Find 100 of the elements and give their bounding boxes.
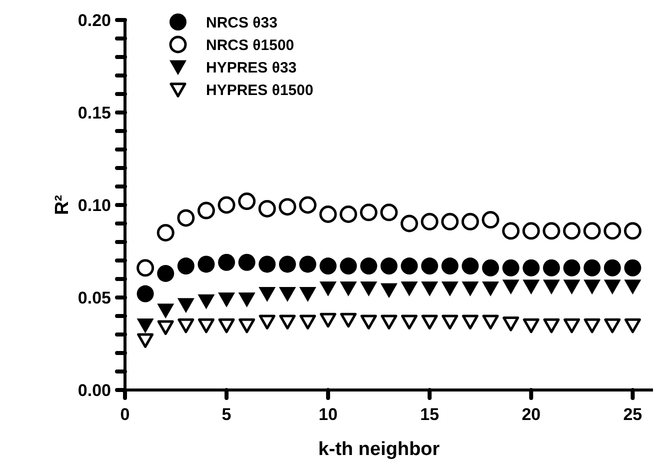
point [542,222,560,240]
x-tick-label: 25 [623,405,642,424]
legend-label: NRCS θ1500 [206,36,294,54]
point [340,258,357,275]
legend-label: NRCS θ33 [206,14,278,32]
y-tick-label: 0.05 [78,288,111,308]
point [584,259,601,276]
point [400,214,418,232]
point [461,212,479,230]
point [624,222,642,240]
point [360,281,378,296]
point [400,281,418,296]
point [401,314,418,330]
point [258,200,276,218]
point [136,285,154,302]
x-tick-label: 10 [318,405,338,424]
point [156,224,174,242]
point [542,259,560,276]
point [563,280,580,294]
point [340,206,358,223]
point [482,211,500,229]
x-tick-label: 5 [222,405,232,424]
point [482,314,499,330]
point [320,281,337,296]
point [604,222,622,240]
point [502,316,520,332]
point [624,280,642,294]
point [482,281,500,296]
point [238,254,256,271]
point [421,258,438,275]
point [502,259,520,276]
point [320,258,337,275]
point [604,259,621,276]
point [300,314,316,330]
legend-label: HYPRES θ1500 [206,82,314,99]
point [624,318,641,334]
point [279,314,296,330]
point [564,318,580,334]
point [563,259,580,276]
point [522,280,540,294]
point [522,318,540,334]
point [320,312,336,328]
point [380,258,398,275]
point [157,304,174,319]
point [218,318,235,334]
point [198,318,214,334]
point [482,259,500,276]
point [441,212,459,230]
point [218,292,236,308]
y-tick-label: 0.10 [78,196,111,215]
point [462,258,479,275]
point [380,314,398,330]
point [542,280,560,294]
point [604,318,621,334]
point [522,222,540,240]
point [258,314,276,330]
y-axis-title: R² [52,194,73,216]
y-tick-label: 0.15 [78,103,111,122]
point [624,259,642,276]
point [319,206,337,223]
x-tick-label: 0 [120,405,130,424]
point [299,196,317,214]
point [198,294,215,310]
legend-label: HYPRES θ33 [206,59,297,76]
point [340,312,357,328]
y-tick-label: 0.20 [78,10,111,30]
point [583,222,601,240]
point [522,259,540,276]
point [462,314,478,330]
y-tick-label: 0.00 [78,380,111,400]
point [584,280,601,294]
point [218,254,236,271]
point [360,204,378,222]
point [604,280,621,294]
point [563,222,581,240]
point [136,259,154,277]
point [177,298,194,313]
point [137,333,154,348]
point [421,281,438,296]
x-tick-label: 20 [522,405,541,424]
point [360,258,378,275]
point [299,256,316,273]
point [238,292,256,308]
point [136,318,154,334]
point [441,281,458,296]
point [278,287,296,302]
point [299,287,316,302]
point [157,264,174,282]
point [400,258,418,275]
point [238,192,256,210]
point [380,204,398,222]
point [218,196,236,214]
point [502,280,520,294]
point [198,256,215,273]
point [177,209,195,227]
point [197,202,215,220]
point [238,318,256,334]
point [157,320,174,335]
point [584,318,600,334]
point [543,318,560,334]
